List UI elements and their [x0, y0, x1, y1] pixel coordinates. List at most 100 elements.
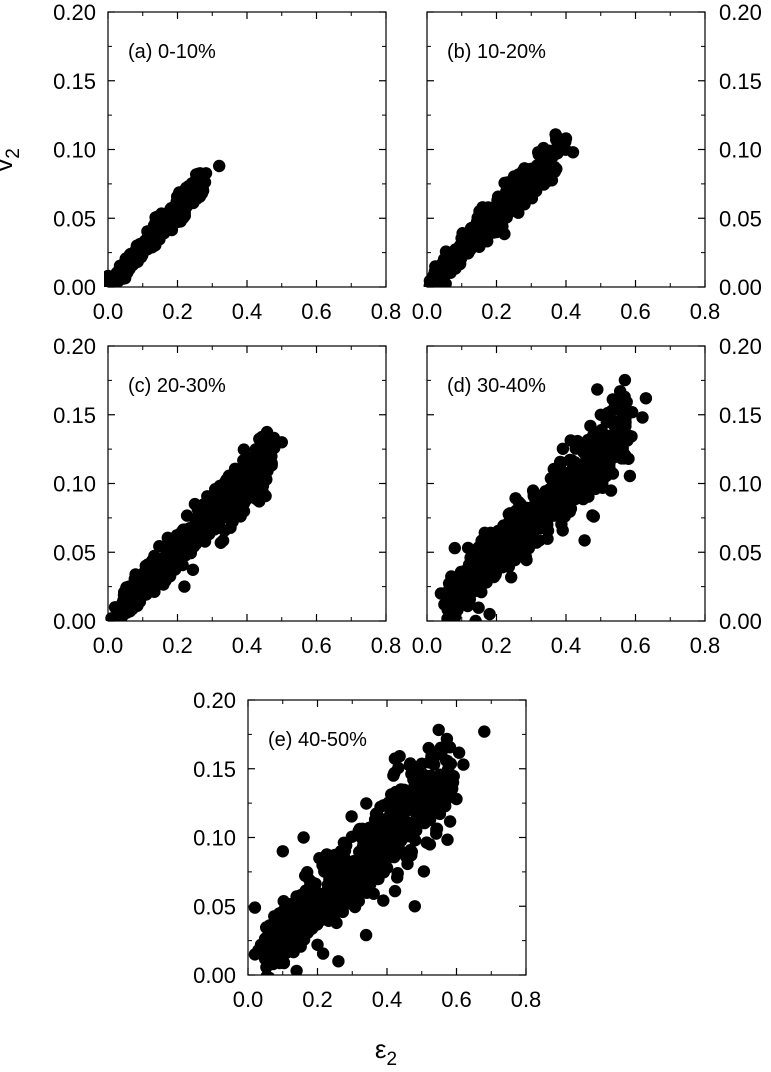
scatter-point	[226, 504, 240, 518]
scatter-point	[476, 201, 489, 214]
scatter-point	[559, 470, 572, 483]
scatter-point	[169, 530, 182, 544]
y-tick-label: 0.20	[193, 688, 236, 713]
scatter-point	[408, 834, 422, 847]
scatter-point	[529, 533, 542, 546]
scatter-point	[148, 229, 161, 242]
scatter-point	[503, 179, 516, 192]
scatter-point	[505, 571, 518, 584]
scatter-point	[358, 834, 371, 847]
scatter-point	[571, 482, 584, 496]
scatter-point	[563, 453, 577, 467]
x-tick-label: 0.2	[481, 633, 512, 658]
scatter-point	[297, 831, 310, 844]
x-tick-label: 0.4	[551, 299, 582, 324]
scatter-point	[248, 948, 262, 961]
x-tick-label: 0.6	[301, 633, 332, 658]
scatter-point	[518, 181, 531, 195]
y-tick-label: 0.20	[719, 0, 762, 25]
y-tick-label: 0.05	[719, 540, 762, 565]
scatter-point	[268, 438, 281, 452]
scatter-point	[483, 607, 496, 621]
scatter-point	[439, 754, 453, 767]
scatter-point	[478, 725, 491, 738]
scatter-point	[345, 810, 358, 823]
scatter-point	[477, 577, 490, 590]
panel-a: 0.0 0.2 0.4 0.6 0.8 0.00 0.05 0.10 0.15 0.20 (a) 0…	[53, 0, 401, 324]
x-tick-label: 0.0	[233, 987, 264, 1012]
scatter-point	[556, 442, 570, 455]
panels-group: 0.0 0.2 0.4 0.6 0.80.000.050.100.150.20(a) 0…	[53, 0, 762, 1012]
y-axis-title: v2	[0, 148, 24, 172]
panel-label: (b) 10-20%	[447, 41, 546, 63]
scatter-point	[438, 598, 451, 611]
scatter-point	[261, 460, 275, 474]
scatter-point	[394, 783, 408, 796]
panel-c: 0.0 0.2 0.4 0.6 0.8 0.00 0.05 0.10 0.15 0.20 (c) 2…	[53, 334, 401, 658]
x-tick-label: 0.2	[302, 987, 333, 1012]
x-tick-label: 0.8	[690, 299, 721, 324]
scatter-point	[622, 452, 635, 465]
scatter-points	[423, 128, 580, 287]
scatter-point	[457, 758, 470, 771]
scatter-point	[469, 239, 483, 253]
scatter-point	[254, 449, 268, 463]
x-tick-label: 0.6	[620, 299, 651, 324]
scatter-point	[452, 746, 466, 759]
scatter-point	[149, 211, 162, 224]
scatter-point	[532, 146, 545, 159]
y-tick-label: 0.10	[719, 472, 762, 497]
scatter-points	[434, 373, 653, 621]
x-axis-title: ε2	[375, 1034, 397, 1070]
scatter-point	[598, 461, 611, 475]
x-tick-label: 0.4	[551, 633, 582, 658]
y-tick-label: 0.00	[719, 275, 762, 300]
scatter-point	[391, 867, 404, 880]
scatter-point	[587, 510, 600, 523]
scatter-point	[450, 792, 463, 806]
scatter-point	[188, 180, 202, 193]
scatter-point	[276, 845, 289, 858]
scatter-point	[507, 552, 521, 566]
scatter-point	[332, 955, 345, 968]
x-tick-label: 0.8	[690, 633, 721, 658]
scatter-point	[332, 868, 346, 882]
scatter-point	[584, 419, 597, 433]
scatter-point	[533, 159, 546, 172]
y-tick-label: 0.05	[53, 540, 96, 565]
scatter-point	[388, 884, 402, 898]
y-tick-label: 0.10	[53, 138, 96, 163]
panel-label: (e) 40-50%	[268, 729, 367, 751]
scatter-point	[434, 587, 448, 600]
y-tick-label: 0.00	[53, 609, 96, 634]
scatter-point	[290, 929, 303, 942]
scatter-point	[304, 877, 317, 891]
scatter-point	[488, 545, 501, 558]
y-tick-label: 0.10	[53, 472, 96, 497]
scatter-point	[311, 938, 324, 951]
scatter-point	[448, 541, 461, 555]
scatter-point	[443, 815, 457, 828]
scatter-points	[105, 425, 288, 621]
scatter-point	[441, 833, 454, 846]
scatter-point	[393, 750, 406, 763]
scatter-point	[213, 159, 226, 173]
scatter-point	[348, 863, 361, 876]
scatter-point	[316, 947, 330, 960]
scatter-points	[104, 159, 226, 287]
y-tick-label: 0.05	[719, 206, 762, 231]
scatter-point	[209, 503, 222, 516]
scatter-point	[304, 888, 317, 901]
x-tick-label: 0.0	[93, 633, 124, 658]
scatter-point	[367, 887, 380, 900]
scatter-point	[520, 167, 534, 181]
scatter-point	[277, 895, 290, 908]
x-tick-label: 0.8	[511, 987, 542, 1012]
scatter-point	[111, 274, 124, 287]
scatter-point	[417, 865, 431, 878]
scatter-point	[376, 799, 390, 812]
scatter-point	[105, 612, 118, 621]
scatter-point	[430, 822, 444, 835]
x-tick-label: 0.4	[232, 299, 263, 324]
